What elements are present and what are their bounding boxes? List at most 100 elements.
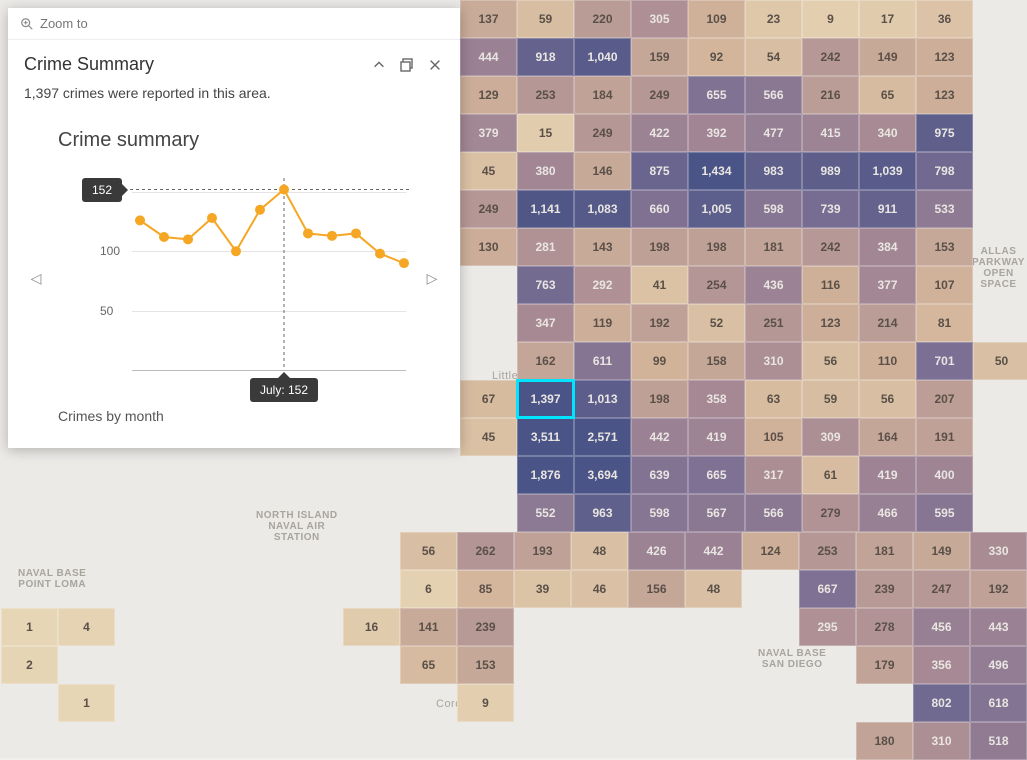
heatmap-cell[interactable]: 262 (457, 532, 514, 570)
heatmap-cell[interactable]: 739 (802, 190, 859, 228)
heatmap-cell[interactable]: 16 (343, 608, 400, 646)
heatmap-cell[interactable]: 9 (457, 684, 514, 722)
heatmap-cell[interactable]: 48 (685, 570, 742, 608)
heatmap-cell[interactable]: 660 (631, 190, 688, 228)
heatmap-cell[interactable]: 116 (802, 266, 859, 304)
heatmap-cell[interactable]: 67 (460, 380, 517, 418)
heatmap-cell[interactable]: 153 (916, 228, 973, 266)
heatmap-cell[interactable]: 45 (460, 418, 517, 456)
heatmap-cell[interactable]: 1,040 (574, 38, 631, 76)
heatmap-cell[interactable]: 292 (574, 266, 631, 304)
heatmap-cell[interactable]: 105 (745, 418, 802, 456)
heatmap-cell[interactable]: 309 (802, 418, 859, 456)
heatmap-cell[interactable]: 963 (574, 494, 631, 532)
heatmap-cell[interactable]: 330 (970, 532, 1027, 570)
heatmap-cell[interactable]: 192 (631, 304, 688, 342)
heatmap-cell[interactable]: 124 (742, 532, 799, 570)
heatmap-cell[interactable]: 400 (916, 456, 973, 494)
heatmap-cell[interactable]: 442 (631, 418, 688, 456)
heatmap-cell[interactable]: 443 (970, 608, 1027, 646)
heatmap-cell[interactable]: 2 (1, 646, 58, 684)
heatmap-cell[interactable]: 598 (631, 494, 688, 532)
heatmap-cell[interactable]: 518 (970, 722, 1027, 760)
heatmap-cell[interactable]: 422 (631, 114, 688, 152)
heatmap-cell[interactable]: 1,141 (517, 190, 574, 228)
heatmap-cell[interactable]: 65 (859, 76, 916, 114)
heatmap-cell[interactable]: 59 (802, 380, 859, 418)
heatmap-cell[interactable]: 380 (517, 152, 574, 190)
heatmap-cell[interactable]: 249 (460, 190, 517, 228)
heatmap-cell[interactable]: 99 (631, 342, 688, 380)
heatmap-cell[interactable]: 356 (913, 646, 970, 684)
heatmap-cell[interactable]: 611 (574, 342, 631, 380)
heatmap-cell[interactable]: 193 (514, 532, 571, 570)
heatmap-cell[interactable]: 249 (631, 76, 688, 114)
close-icon[interactable] (426, 56, 444, 74)
heatmap-cell[interactable]: 110 (859, 342, 916, 380)
heatmap-cell[interactable]: 3,694 (574, 456, 631, 494)
heatmap-cell[interactable]: 254 (688, 266, 745, 304)
heatmap-cell[interactable]: 46 (571, 570, 628, 608)
heatmap-cell[interactable]: 109 (688, 0, 745, 38)
heatmap-cell[interactable]: 36 (916, 0, 973, 38)
heatmap-cell[interactable]: 1,434 (688, 152, 745, 190)
heatmap-cell[interactable]: 1,876 (517, 456, 574, 494)
heatmap-cell[interactable]: 1,013 (574, 380, 631, 418)
heatmap-cell[interactable]: 216 (802, 76, 859, 114)
heatmap-cell[interactable]: 253 (517, 76, 574, 114)
heatmap-cell[interactable]: 123 (916, 38, 973, 76)
heatmap-cell[interactable]: 56 (859, 380, 916, 418)
heatmap-cell[interactable]: 39 (514, 570, 571, 608)
heatmap-cell[interactable]: 123 (916, 76, 973, 114)
heatmap-cell[interactable]: 143 (574, 228, 631, 266)
heatmap-cell[interactable]: 181 (856, 532, 913, 570)
heatmap-cell[interactable]: 875 (631, 152, 688, 190)
heatmap-cell[interactable]: 179 (856, 646, 913, 684)
heatmap-cell[interactable]: 567 (688, 494, 745, 532)
heatmap-cell[interactable]: 9 (802, 0, 859, 38)
heatmap-cell[interactable]: 130 (460, 228, 517, 266)
heatmap-cell[interactable]: 220 (574, 0, 631, 38)
heatmap-cell[interactable]: 52 (688, 304, 745, 342)
heatmap-cell[interactable]: 281 (517, 228, 574, 266)
heatmap-cell[interactable]: 129 (460, 76, 517, 114)
heatmap-cell[interactable]: 45 (460, 152, 517, 190)
heatmap-cell[interactable]: 305 (631, 0, 688, 38)
heatmap-cell[interactable]: 107 (916, 266, 973, 304)
heatmap-cell[interactable]: 918 (517, 38, 574, 76)
heatmap-cell[interactable]: 477 (745, 114, 802, 152)
heatmap-cell[interactable]: 81 (916, 304, 973, 342)
heatmap-cell[interactable]: 2,571 (574, 418, 631, 456)
heatmap-cell[interactable]: 763 (517, 266, 574, 304)
heatmap-cell[interactable]: 975 (916, 114, 973, 152)
heatmap-cell[interactable]: 198 (631, 380, 688, 418)
heatmap-cell[interactable]: 392 (688, 114, 745, 152)
heatmap-cell[interactable]: 419 (688, 418, 745, 456)
heatmap-cell[interactable]: 310 (745, 342, 802, 380)
heatmap-cell[interactable]: 41 (631, 266, 688, 304)
heatmap-cell[interactable]: 207 (916, 380, 973, 418)
heatmap-cell[interactable]: 156 (628, 570, 685, 608)
heatmap-cell[interactable]: 141 (400, 608, 457, 646)
heatmap-cell[interactable]: 180 (856, 722, 913, 760)
heatmap-cell[interactable]: 119 (574, 304, 631, 342)
heatmap-cell[interactable]: 911 (859, 190, 916, 228)
dock-icon[interactable] (398, 56, 416, 74)
heatmap-cell[interactable]: 1 (58, 684, 115, 722)
chart-next-button[interactable]: ▷ (422, 263, 442, 293)
heatmap-cell[interactable]: 65 (400, 646, 457, 684)
heatmap-cell[interactable]: 48 (571, 532, 628, 570)
collapse-icon[interactable] (370, 56, 388, 74)
heatmap-cell[interactable]: 1,005 (688, 190, 745, 228)
heatmap-cell[interactable]: 566 (745, 494, 802, 532)
heatmap-cell[interactable]: 415 (802, 114, 859, 152)
heatmap-cell[interactable]: 466 (859, 494, 916, 532)
heatmap-cell[interactable]: 239 (856, 570, 913, 608)
heatmap-cell[interactable]: 242 (802, 38, 859, 76)
heatmap-cell[interactable]: 279 (802, 494, 859, 532)
heatmap-cell[interactable]: 162 (517, 342, 574, 380)
heatmap-cell[interactable]: 802 (913, 684, 970, 722)
heatmap-cell[interactable]: 191 (916, 418, 973, 456)
heatmap-cell[interactable]: 4 (58, 608, 115, 646)
heatmap-cell[interactable]: 377 (859, 266, 916, 304)
